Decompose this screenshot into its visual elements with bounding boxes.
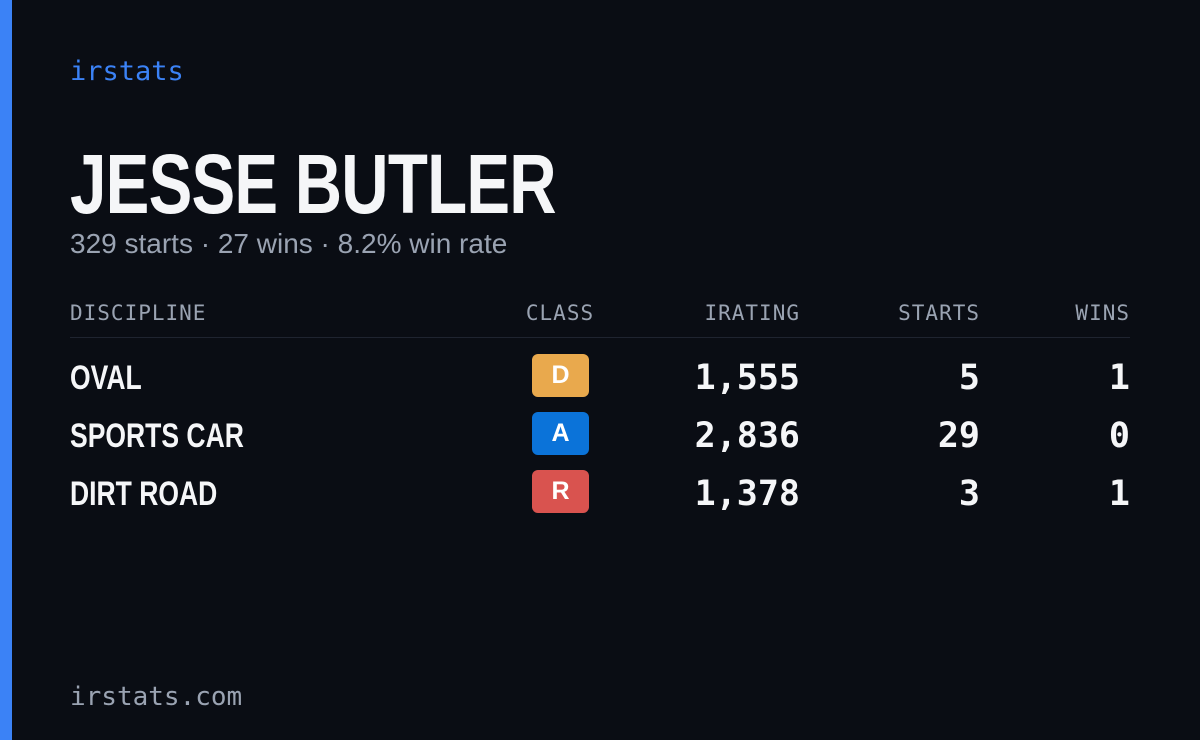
wins: 1: [1108, 358, 1130, 398]
player-name: JESSE BUTLER: [70, 137, 557, 231]
column-header: IRATING: [704, 301, 800, 325]
column-header: WINS: [1075, 301, 1130, 325]
starts: 29: [937, 416, 980, 456]
footer: irstats.com: [70, 682, 243, 712]
irating: 2,836: [694, 416, 800, 456]
column-header: STARTS: [898, 301, 980, 325]
player-summary: 329 starts · 27 wins · 8.2% win rate: [70, 228, 508, 259]
accent-stripe: [0, 0, 12, 740]
class-badge: A: [532, 412, 589, 455]
starts: 3: [958, 474, 980, 514]
wins: 0: [1108, 416, 1130, 456]
wins: 1: [1108, 474, 1130, 514]
header-rule: [70, 337, 1130, 338]
irating: 1,378: [694, 474, 800, 514]
brand: irstats: [70, 56, 184, 87]
class-badge: R: [532, 470, 589, 513]
starts: 5: [958, 358, 980, 398]
discipline: SPORTS CAR: [70, 417, 244, 455]
discipline: OVAL: [70, 359, 142, 397]
column-header: CLASS: [525, 301, 595, 325]
column-header: DISCIPLINE: [70, 301, 207, 325]
irating: 1,555: [694, 358, 800, 398]
discipline: DIRT ROAD: [70, 475, 218, 513]
class-badge: D: [532, 354, 589, 397]
